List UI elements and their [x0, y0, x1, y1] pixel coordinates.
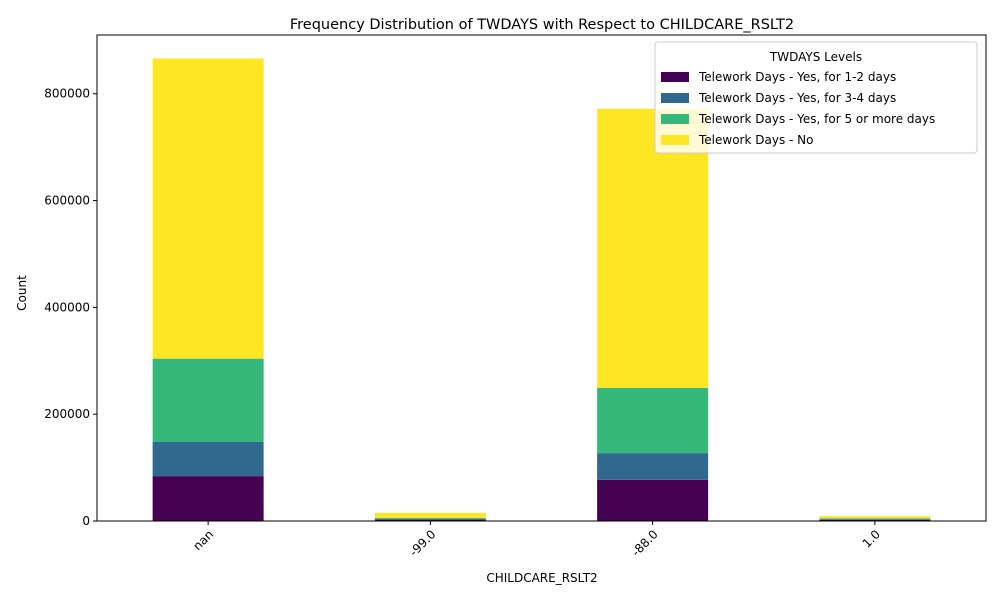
bar-segment — [374, 512, 486, 518]
bar-segment — [374, 517, 486, 519]
bar-segment — [597, 453, 709, 480]
bar-segment — [374, 519, 486, 521]
bar-segment — [374, 518, 486, 520]
y-tick-label: 400000 — [44, 300, 90, 314]
bar-segment — [152, 358, 264, 442]
bar-segment — [597, 108, 709, 389]
bar-segment — [152, 476, 264, 521]
y-tick-label: 800000 — [44, 87, 90, 101]
bar-segment — [152, 441, 264, 477]
bar-segment — [819, 519, 931, 520]
y-axis-label: Count — [15, 275, 29, 311]
legend-label: Telework Days - No — [698, 133, 813, 147]
legend-swatch — [661, 114, 689, 124]
legend-swatch — [661, 93, 689, 103]
plot-frame — [96, 34, 987, 522]
x-axis-label: CHILDCARE_RSLT2 — [486, 571, 597, 585]
legend-label: Telework Days - Yes, for 3-4 days — [698, 91, 896, 105]
bar-segment — [597, 388, 709, 454]
legend-swatch — [661, 135, 689, 145]
chart-title: Frequency Distribution of TWDAYS with Re… — [290, 17, 794, 33]
y-tick-label: 600000 — [44, 194, 90, 208]
bar-segment — [152, 58, 264, 359]
bars-layer — [152, 58, 931, 521]
bar-segment — [819, 516, 931, 519]
bar-segment — [597, 479, 709, 521]
legend-title: TWDAYS Levels — [769, 50, 862, 64]
legend-swatch — [661, 72, 689, 82]
y-tick-label: 0 — [82, 514, 90, 528]
legend: TWDAYS Levels Telework Days - Yes, for 1… — [654, 41, 978, 154]
legend-label: Telework Days - Yes, for 1-2 days — [698, 70, 896, 84]
y-tick-label: 200000 — [44, 407, 90, 421]
bar-segment — [819, 518, 931, 520]
legend-label: Telework Days - Yes, for 5 or more days — [698, 112, 935, 126]
legend-frame — [654, 41, 978, 154]
bar-segment — [819, 519, 931, 521]
